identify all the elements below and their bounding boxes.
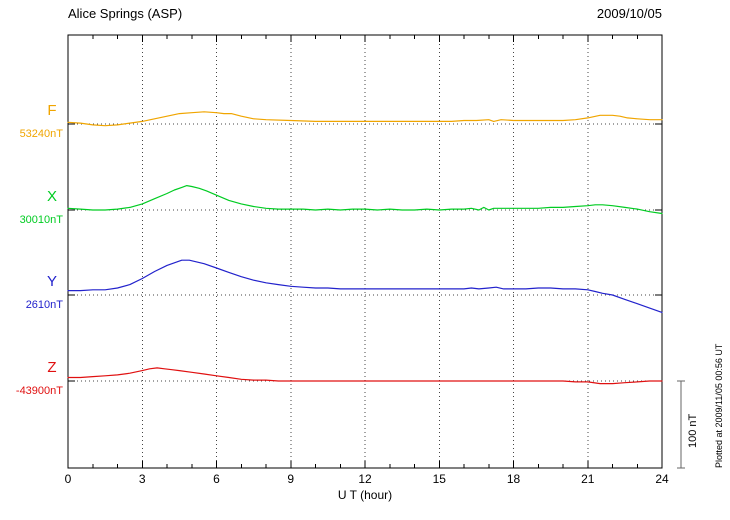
x-tick-label-6: 6 [213,472,220,486]
x-tick-label-3: 3 [138,472,146,486]
x-tick-label-21: 21 [581,472,595,486]
x-tick-label-15: 15 [432,472,446,486]
trace-X [67,185,663,215]
plotted-at-note: Plotted at 2009/11/05 00:56 UT [714,343,724,468]
trace-Y [67,259,663,313]
x-tick-label-24: 24 [655,472,669,486]
x-tick-label-12: 12 [358,472,372,486]
x-tick-label-0: 0 [64,472,72,486]
component-baseline-Y: 2610nT [25,299,63,311]
component-baseline-X: 30010nT [19,214,63,226]
component-baseline-Z: -43900nT [15,385,63,397]
component-label-F: F [47,102,57,119]
component-baseline-F: 53240nT [19,128,63,140]
x-tick-label-18: 18 [506,472,521,486]
station-title: Alice Springs (ASP) [68,6,183,21]
plot-frame [67,34,663,469]
trace-F [67,111,663,127]
component-label-Y: Y [46,273,57,290]
observation-date: 2009/10/05 [596,6,662,21]
x-axis-label: U T (hour) [337,488,393,502]
trace-Z [67,367,663,385]
component-label-Z: Z [47,359,57,376]
x-tick-label-9: 9 [287,472,295,486]
scale-bar-label: 100 nT [687,413,699,448]
component-label-X: X [46,188,57,205]
